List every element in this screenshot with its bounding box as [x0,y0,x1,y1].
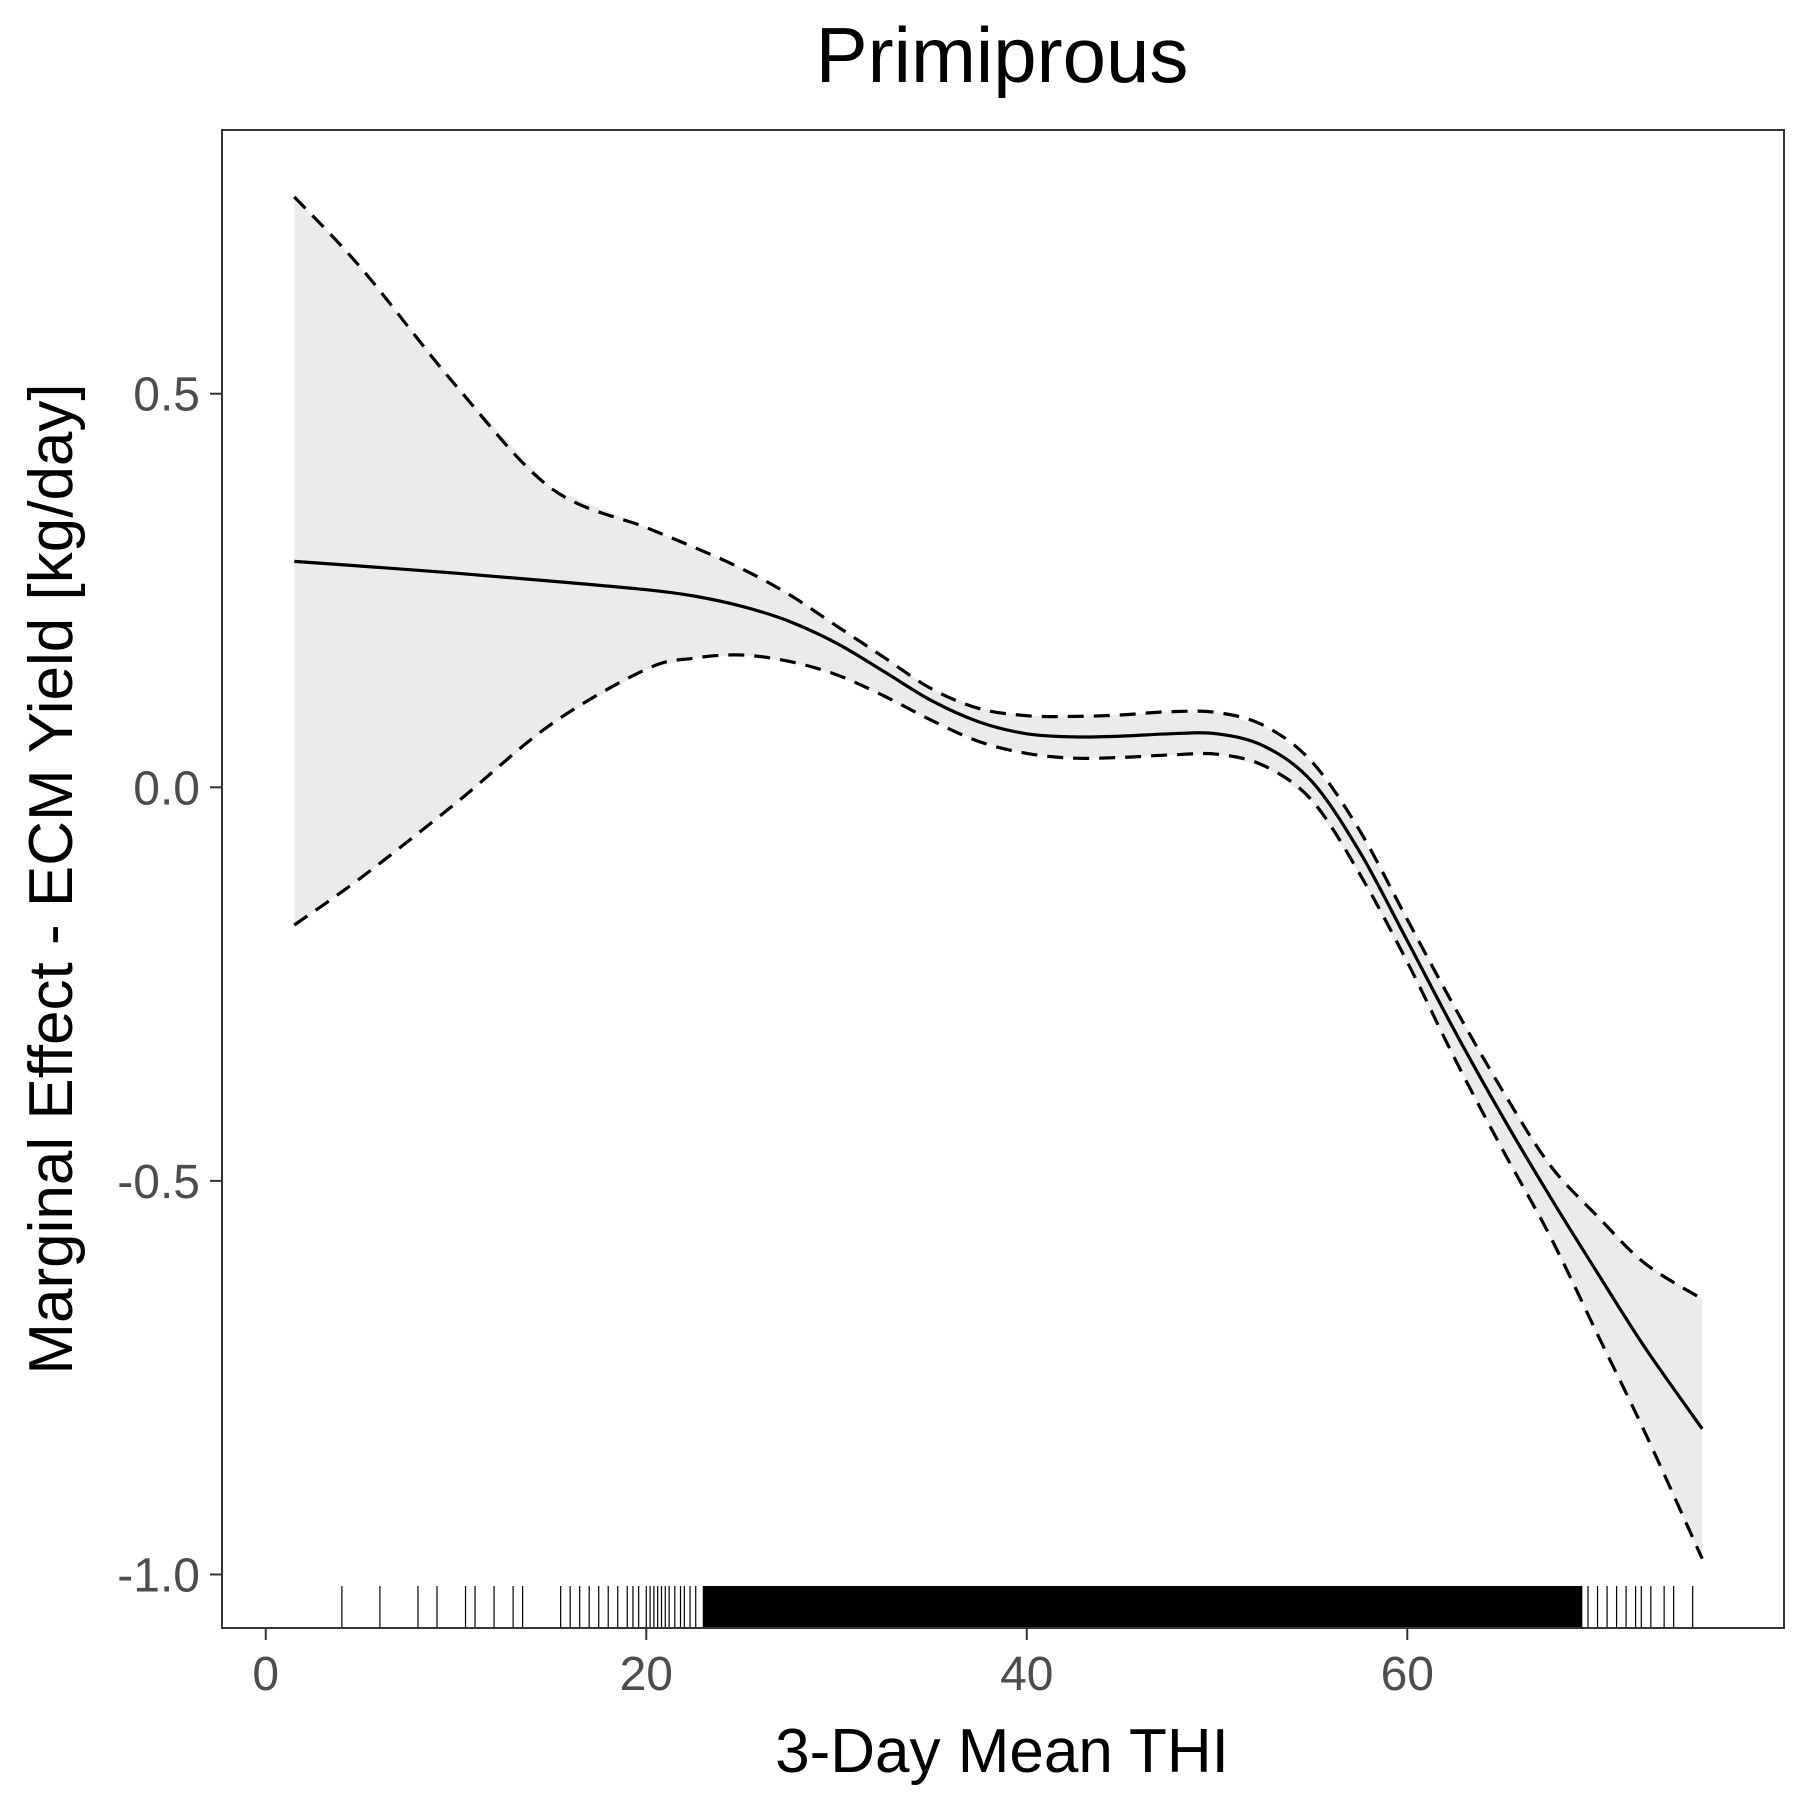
chart-title: Primiprous [816,11,1189,99]
x-tick-label: 40 [1000,1648,1053,1701]
y-axis: -1.0 -0.5 0.0 0.5 [117,369,222,1602]
estimate-line [294,559,1704,1430]
y-tick-label: 0.5 [133,369,200,422]
y-tick-label: -1.0 [117,1549,200,1602]
confidence-band [294,196,1703,1559]
upper-ci-line [293,195,1704,1301]
rug [341,1586,1694,1628]
y-tick-label: -0.5 [117,1156,200,1209]
x-axis-title: 3-Day Mean THI [775,1717,1229,1786]
x-tick-label: 0 [252,1648,279,1701]
plot-area [293,195,1704,1628]
rug-dense-block [703,1586,1583,1628]
y-axis-title: Marginal Effect - ECM Yield [kg/day] [17,383,86,1374]
panel-border [221,129,1785,1629]
y-tick-label: 0.0 [133,762,200,815]
x-axis: 0 20 40 60 [252,1628,1434,1701]
x-tick-label: 60 [1381,1648,1434,1701]
x-tick-label: 20 [620,1648,673,1701]
